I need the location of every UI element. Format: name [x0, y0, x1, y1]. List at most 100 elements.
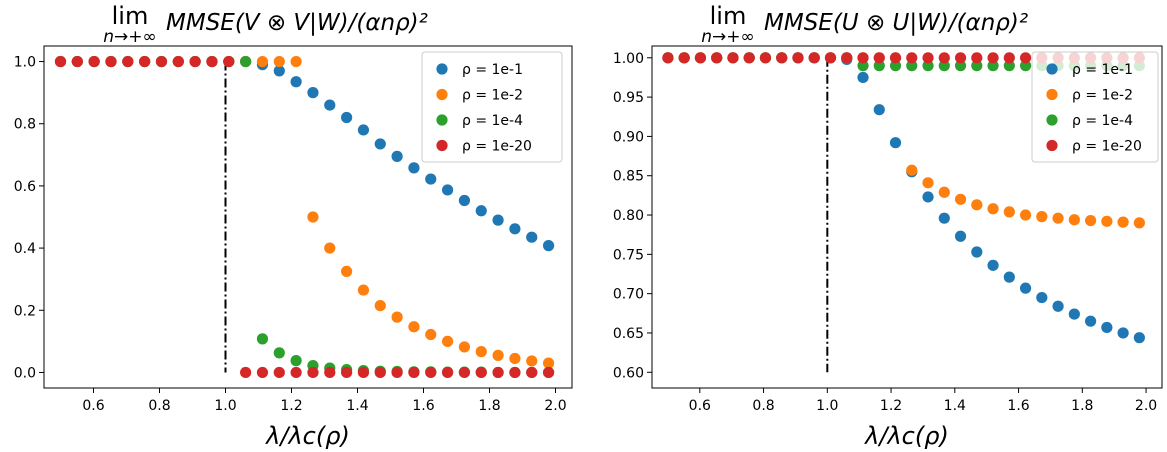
legend-label: ρ = 1e-2 — [462, 88, 523, 104]
y-tick-label: 0.70 — [613, 287, 644, 303]
data-point — [357, 124, 370, 136]
data-point — [458, 194, 471, 207]
legend: ρ = 1e-1 ρ = 1e-2 ρ = 1e-4 ρ = 1e-20 — [421, 51, 563, 163]
legend-marker — [1046, 139, 1058, 152]
data-point — [678, 52, 690, 64]
data-point — [808, 52, 820, 64]
data-point — [122, 55, 134, 68]
x-tick-label: 0.6 — [689, 398, 711, 414]
title-subscript: n→+∞ — [103, 27, 156, 47]
data-point — [727, 52, 739, 64]
data-point — [542, 240, 555, 252]
data-point — [71, 55, 83, 68]
data-point — [971, 52, 983, 64]
data-point — [1019, 282, 1032, 294]
data-point — [987, 259, 999, 271]
data-point — [374, 366, 386, 379]
data-point — [290, 366, 302, 379]
data-point — [987, 203, 999, 215]
data-point — [954, 230, 967, 242]
data-point — [223, 55, 235, 68]
data-point — [492, 349, 504, 361]
data-point — [857, 52, 869, 64]
legend-label: ρ = 1e-20 — [462, 139, 532, 155]
title-lim: lim — [112, 2, 149, 30]
y-tick-label: 1.00 — [613, 51, 644, 67]
data-point — [526, 366, 538, 379]
legend-marker — [1046, 114, 1058, 126]
data-point — [391, 150, 403, 162]
x-tick-label: 1.6 — [412, 398, 434, 414]
legend-marker — [1046, 63, 1058, 75]
x-tick-label: 1.8 — [478, 398, 500, 414]
data-point — [542, 357, 555, 369]
series-3 — [54, 55, 555, 379]
y-tick-label: 0.6 — [14, 179, 36, 195]
data-point — [824, 52, 837, 64]
data-point — [873, 104, 885, 116]
data-point — [256, 55, 269, 68]
data-point — [694, 52, 707, 64]
y-tick-label: 0.75 — [613, 247, 644, 263]
data-point — [206, 55, 218, 68]
data-point — [922, 177, 934, 189]
data-point — [88, 55, 100, 68]
data-point — [425, 328, 437, 341]
data-point — [922, 191, 934, 203]
data-point — [1085, 214, 1097, 227]
data-point — [922, 60, 934, 72]
legend-label: ρ = 1e-1 — [462, 62, 523, 78]
y-tick-label: 0.90 — [613, 129, 644, 145]
data-point — [889, 52, 902, 64]
legend-label: ρ = 1e-20 — [1072, 139, 1142, 155]
x-tick-label: 1.6 — [1007, 398, 1029, 414]
data-point — [776, 52, 788, 64]
data-point — [906, 164, 918, 176]
data-point — [172, 55, 184, 68]
data-point — [492, 366, 504, 379]
data-point — [1117, 216, 1129, 228]
data-point — [889, 60, 902, 72]
x-tick-label: 1.2 — [280, 398, 302, 414]
data-point — [425, 173, 437, 185]
data-point — [938, 60, 950, 72]
data-point — [357, 284, 370, 296]
legend-marker — [436, 88, 448, 101]
data-point — [711, 52, 723, 64]
data-point — [324, 366, 336, 379]
data-point — [938, 186, 950, 198]
data-point — [889, 137, 902, 149]
y-tick-label: 0.8 — [14, 117, 36, 133]
x-tick-label: 0.8 — [148, 398, 170, 414]
data-point — [290, 55, 302, 68]
data-point — [1133, 332, 1145, 344]
plot-frame — [651, 45, 1163, 389]
data-point — [324, 99, 336, 111]
legend-marker — [436, 139, 448, 152]
data-point — [256, 333, 269, 345]
x-tick-label: 1.4 — [944, 398, 966, 414]
data-point — [971, 246, 983, 258]
data-point — [526, 231, 538, 243]
data-point — [273, 65, 285, 77]
data-point — [954, 52, 967, 64]
data-point — [307, 366, 319, 379]
x-axis-label: λ/λc(ρ) — [264, 422, 350, 450]
data-point — [1085, 315, 1097, 327]
legend-box — [421, 51, 563, 163]
y-tick-label: 0.60 — [613, 365, 644, 381]
data-point — [307, 87, 319, 99]
data-point — [240, 366, 252, 379]
data-point — [987, 52, 999, 64]
y-tick-label: 0.95 — [613, 90, 644, 106]
x-tick-label: 0.6 — [82, 398, 104, 414]
data-point — [1003, 206, 1015, 218]
data-point — [1036, 211, 1048, 223]
data-point — [906, 52, 918, 64]
data-point — [938, 212, 950, 224]
data-point — [374, 300, 386, 312]
data-point — [1101, 215, 1113, 227]
